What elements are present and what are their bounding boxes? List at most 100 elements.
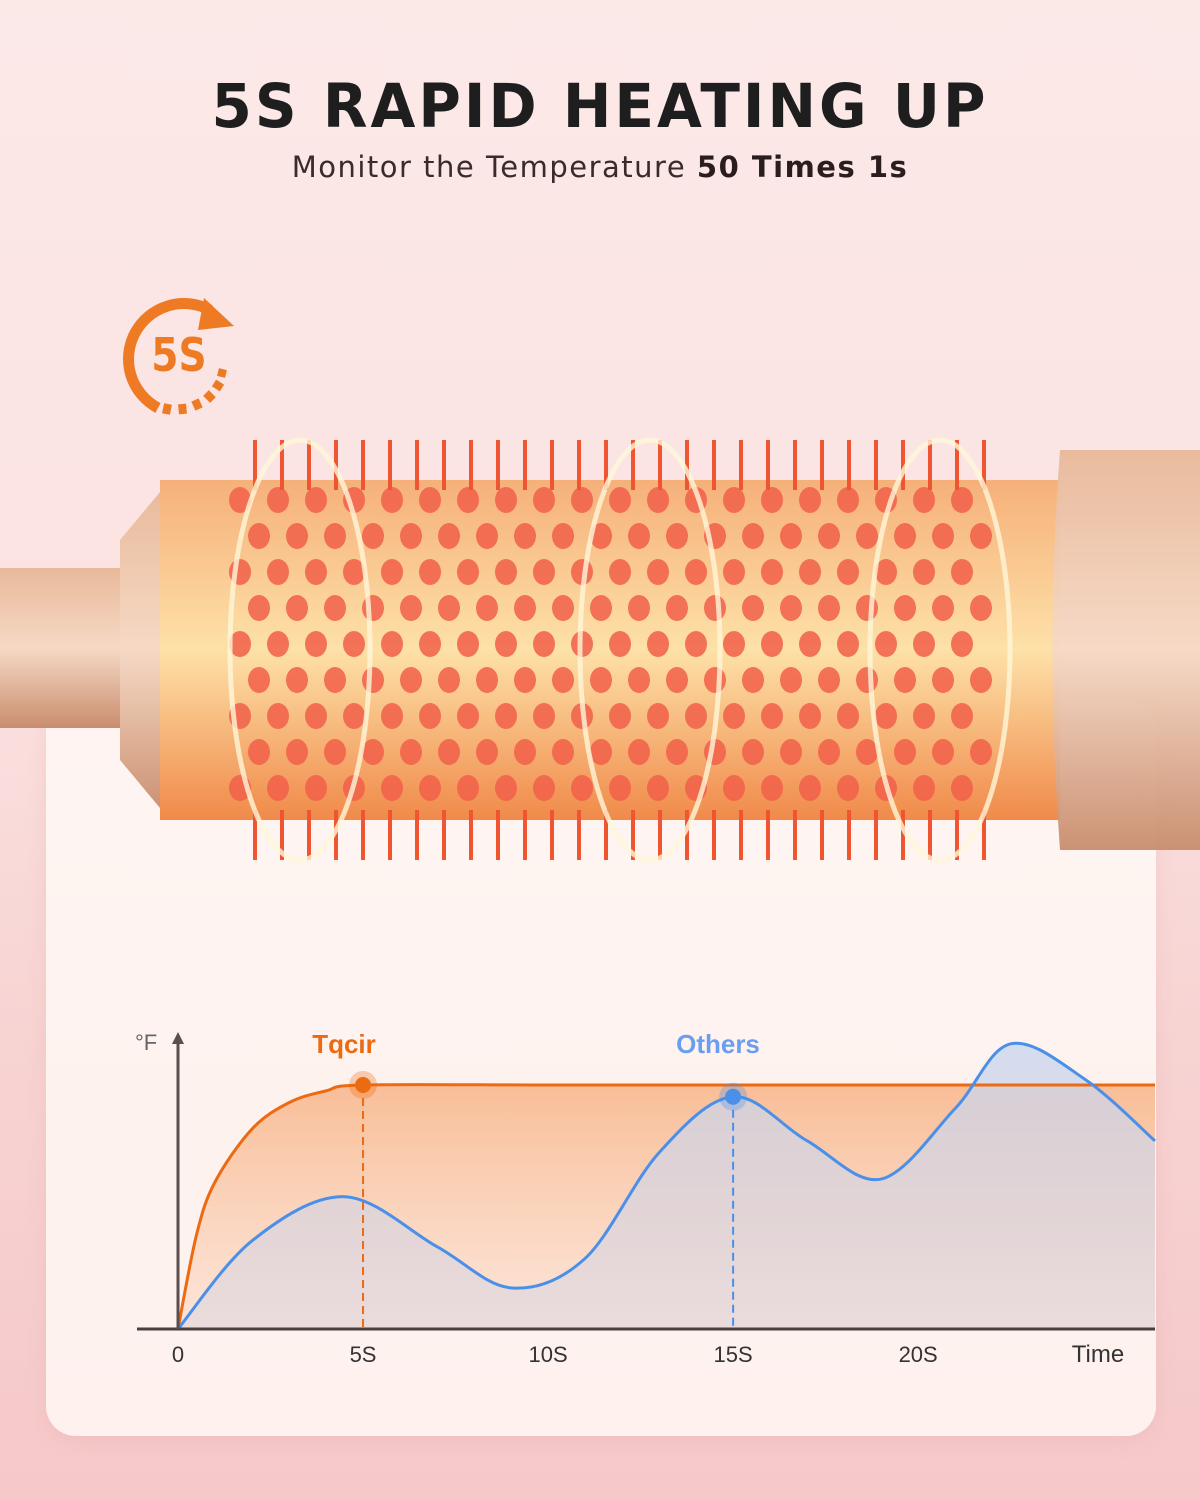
brush-hole (647, 559, 669, 585)
brush-hole (628, 595, 650, 621)
x-tick-label: 0 (172, 1342, 184, 1367)
page-title: 5S RAPID HEATING UP (211, 70, 989, 142)
brush-hole (381, 487, 403, 513)
brush-hole (286, 667, 308, 693)
brush-hole (495, 631, 517, 657)
y-axis-label: °F (135, 1030, 157, 1055)
brush-hole (818, 739, 840, 765)
brush-hole (248, 667, 270, 693)
x-tick-label: 20S (899, 1342, 938, 1367)
brush-hole (552, 595, 574, 621)
brush-hole (267, 559, 289, 585)
brush-hole (248, 595, 270, 621)
brush-hole (837, 775, 859, 801)
brush-hole (761, 775, 783, 801)
brush-hole (267, 487, 289, 513)
brush-hole (476, 595, 498, 621)
brush-hole (951, 703, 973, 729)
brush-hole (400, 523, 422, 549)
x-tick-label: 5S (350, 1342, 377, 1367)
brush-hole (533, 559, 555, 585)
brush-hole (552, 739, 574, 765)
brush-hole (818, 667, 840, 693)
brush-hole (419, 775, 441, 801)
brush-hole (647, 703, 669, 729)
timer-arrow-icon (123, 298, 234, 415)
brush-hole (457, 775, 479, 801)
brush-hole (229, 631, 251, 657)
brush-hole (343, 703, 365, 729)
x-tick-label: 10S (528, 1342, 567, 1367)
brush-hole (932, 523, 954, 549)
brush-hole (229, 487, 251, 513)
brush-hole (780, 523, 802, 549)
series-label-others: Others (676, 1029, 760, 1059)
marker-point-others (725, 1088, 742, 1105)
brush-hole (818, 523, 840, 549)
brush-hole (381, 631, 403, 657)
x-axis-label: Time (1072, 1341, 1124, 1368)
brush-hole (305, 703, 327, 729)
brush-hole (400, 595, 422, 621)
brush-hole (951, 775, 973, 801)
brush-hole (381, 559, 403, 585)
brush-hole (913, 775, 935, 801)
brush-hole (590, 739, 612, 765)
brush-hole (324, 739, 346, 765)
brush-hole (666, 739, 688, 765)
brush-hole (951, 559, 973, 585)
five-second-badge: 5S (118, 296, 240, 418)
x-tick-label: 15S (714, 1342, 753, 1367)
brush-hole (875, 703, 897, 729)
brush-hole (780, 667, 802, 693)
brush-hole (267, 703, 289, 729)
brush-hole (894, 523, 916, 549)
brush-hole (457, 703, 479, 729)
brush-hole (761, 559, 783, 585)
marker-point-tqcir (355, 1076, 372, 1093)
brush-hole (970, 667, 992, 693)
brush-hole (742, 595, 764, 621)
brush-hole (837, 559, 859, 585)
brush-hole (799, 775, 821, 801)
brush-hole (932, 667, 954, 693)
brush-hole (799, 487, 821, 513)
brush-hole (742, 523, 764, 549)
brush-hole (400, 739, 422, 765)
brush-hole (818, 595, 840, 621)
brush-hole (533, 487, 555, 513)
brush-hole (723, 775, 745, 801)
brush-hole (609, 487, 631, 513)
brush-hole (628, 667, 650, 693)
brush-hole (514, 667, 536, 693)
brush-hole (780, 595, 802, 621)
brush-hole (837, 631, 859, 657)
brush-hole (438, 595, 460, 621)
series-label-tqcir: Tqcir (312, 1029, 376, 1059)
brush-hole (894, 667, 916, 693)
brush-hole (495, 559, 517, 585)
brush-hole (419, 559, 441, 585)
brush-hole (590, 523, 612, 549)
brush-hole (647, 631, 669, 657)
brush-hole (305, 487, 327, 513)
brush-hole (970, 523, 992, 549)
brush-hole (799, 559, 821, 585)
brush-hole (685, 703, 707, 729)
brush-hole (400, 667, 422, 693)
brush-hole (609, 559, 631, 585)
brush-hole (362, 739, 384, 765)
brush-hole (495, 775, 517, 801)
brush-hole (913, 487, 935, 513)
brush-hole (495, 703, 517, 729)
subtitle-highlight: 50 Times 1s (696, 150, 909, 184)
brush-hole (970, 595, 992, 621)
brush-hole (457, 631, 479, 657)
round-brush-heating-icon (0, 437, 1200, 863)
brush-hole (856, 739, 878, 765)
brush-hole (609, 775, 631, 801)
brush-hole (666, 667, 688, 693)
brush-hole (742, 739, 764, 765)
brush-hole (476, 667, 498, 693)
badge-text: 5S (151, 328, 207, 382)
